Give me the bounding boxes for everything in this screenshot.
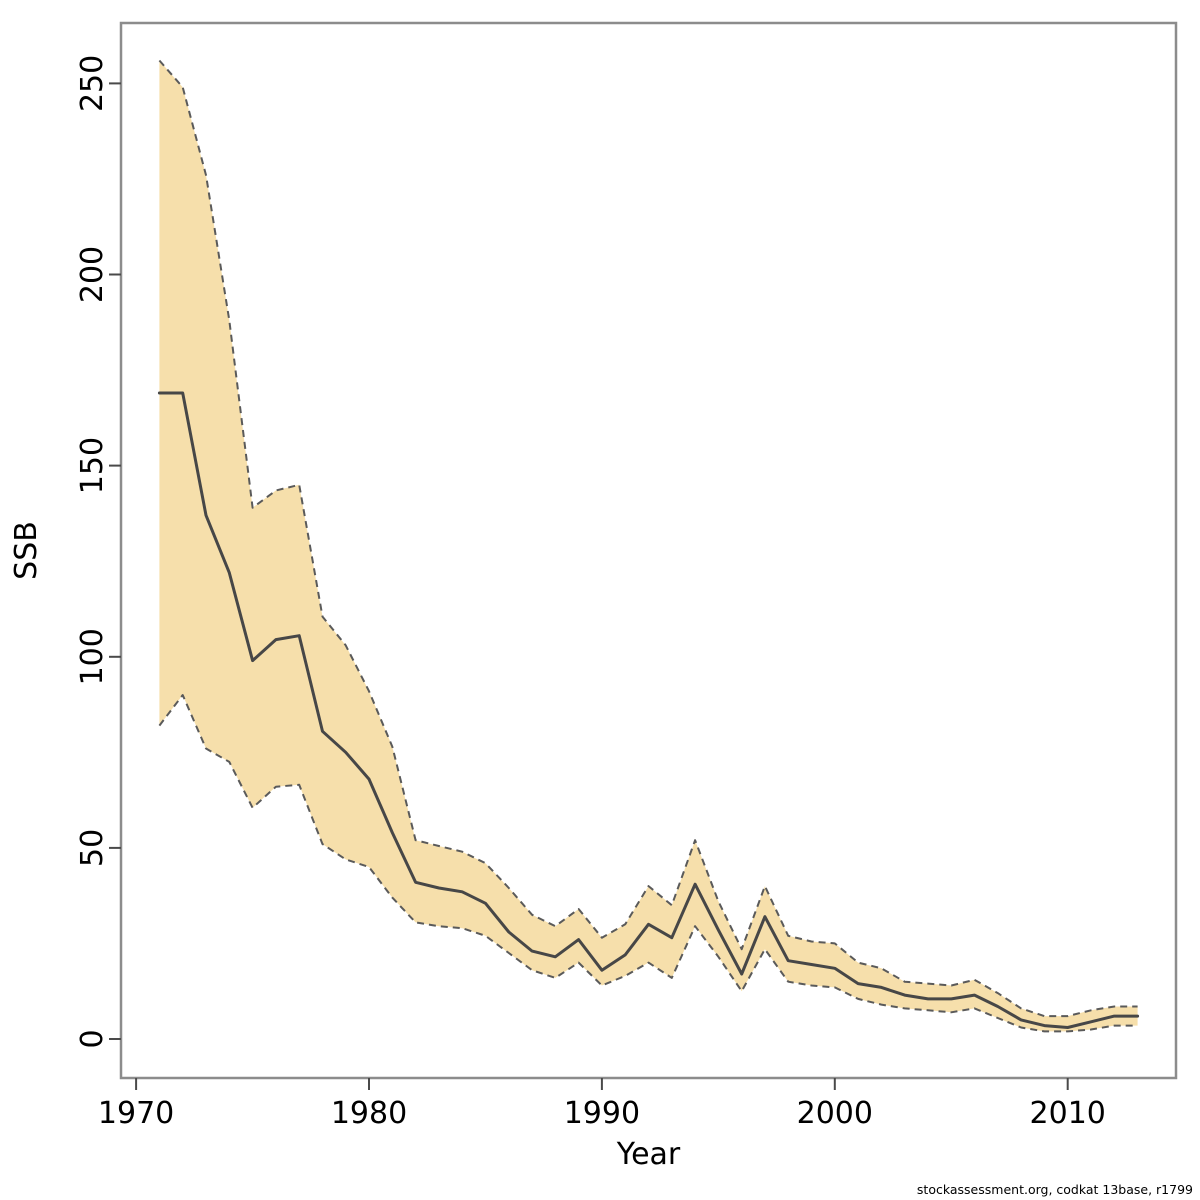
x-tick-label-1970: 1970 (98, 1096, 174, 1131)
y-tick-label-250: 250 (75, 55, 110, 112)
ci-upper-dashed-line (158, 59, 1138, 1018)
x-axis-title: Year (616, 1137, 681, 1172)
footer-credit: stockassessment.org, codkat 13base, r179… (916, 1182, 1193, 1197)
y-tick-label-50: 50 (75, 829, 110, 867)
ssb-line (157, 391, 1140, 1029)
y-tick-label-200: 200 (75, 246, 110, 303)
y-tick-label-150: 150 (75, 437, 110, 494)
ci-lower-dashed-line (158, 694, 1138, 1033)
x-tick-label-2000: 2000 (797, 1096, 873, 1131)
x-tick-label-1990: 1990 (564, 1096, 640, 1131)
x-tick-label-2010: 2010 (1030, 1096, 1106, 1131)
y-tick-label-0: 0 (75, 1029, 110, 1048)
y-axis-title: SSB (9, 521, 44, 580)
x-tick-label-1980: 1980 (331, 1096, 407, 1131)
y-tick-label-100: 100 (75, 628, 110, 685)
plot-box (119, 21, 1178, 1080)
